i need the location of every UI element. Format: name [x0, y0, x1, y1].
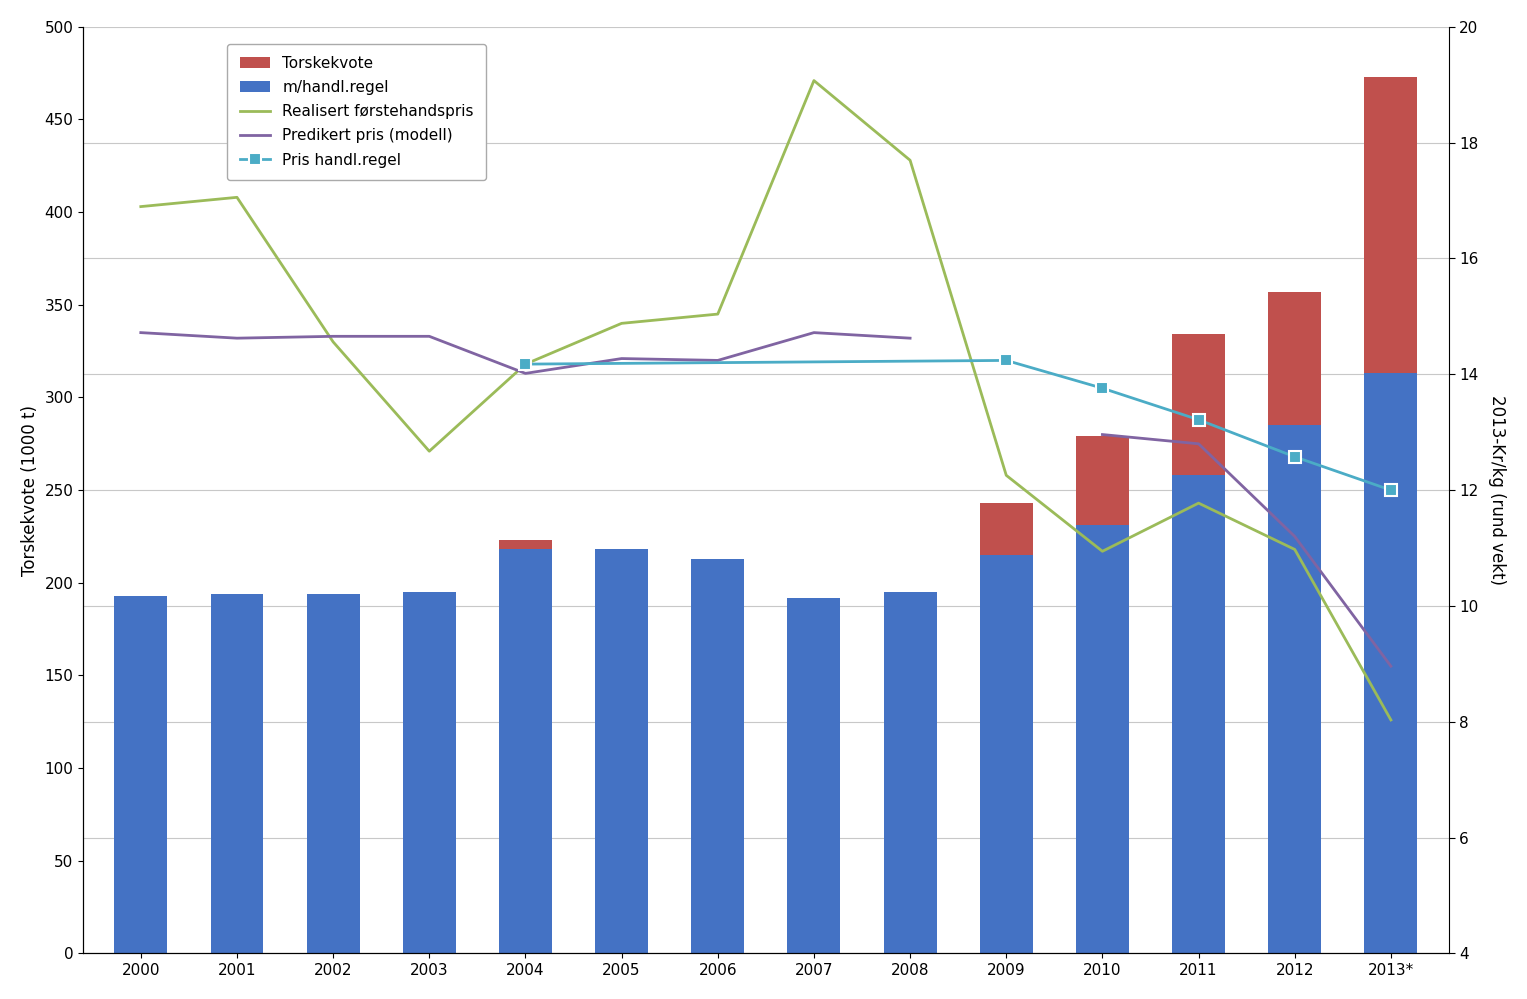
Y-axis label: Torskekvote (1000 t): Torskekvote (1000 t)	[21, 405, 38, 575]
Pris handl.regel	[1093, 383, 1112, 395]
Line: Predikert pris (modell): Predikert pris (modell)	[140, 333, 910, 374]
Predikert pris (modell)	[612, 353, 631, 365]
Bar	[980, 503, 1032, 555]
Realisert førstehandspris	[516, 358, 534, 370]
Realisert førstehandspris	[1190, 498, 1208, 509]
Predikert pris (modell)	[516, 368, 534, 380]
Bar	[307, 594, 359, 953]
Realisert førstehandspris	[420, 446, 438, 458]
Predikert pris (modell)	[324, 331, 342, 343]
Y-axis label: 2013-Kr/kg (rund vekt): 2013-Kr/kg (rund vekt)	[1489, 396, 1506, 585]
Bar	[499, 549, 551, 953]
Bar	[980, 555, 1032, 953]
Bar	[211, 594, 264, 953]
Predikert pris (modell)	[420, 331, 438, 343]
Predikert pris (modell)	[709, 355, 727, 367]
Bar	[596, 549, 647, 953]
Bar	[1269, 426, 1321, 953]
Pris handl.regel	[516, 358, 534, 370]
Realisert førstehandspris	[228, 192, 246, 204]
Bar	[499, 540, 551, 549]
Bar	[1173, 335, 1225, 476]
Bar	[1365, 374, 1417, 953]
Line: Realisert førstehandspris: Realisert førstehandspris	[140, 81, 1391, 720]
Realisert førstehandspris	[131, 201, 150, 213]
Pris handl.regel	[1286, 451, 1304, 463]
Realisert førstehandspris	[1382, 714, 1400, 726]
Line: Pris handl.regel: Pris handl.regel	[519, 355, 1397, 496]
Pris handl.regel	[1190, 414, 1208, 426]
Bar	[1077, 437, 1128, 525]
Bar	[884, 592, 936, 953]
Predikert pris (modell)	[228, 333, 246, 345]
Bar	[1365, 77, 1417, 374]
Bar	[1077, 525, 1128, 953]
Realisert førstehandspris	[324, 336, 342, 348]
Realisert førstehandspris	[1286, 543, 1304, 555]
Pris handl.regel	[1382, 485, 1400, 497]
Bar	[788, 597, 840, 953]
Bar	[692, 558, 744, 953]
Realisert førstehandspris	[805, 75, 823, 87]
Realisert førstehandspris	[997, 470, 1015, 482]
Realisert førstehandspris	[1093, 545, 1112, 557]
Predikert pris (modell)	[131, 327, 150, 339]
Predikert pris (modell)	[901, 333, 919, 345]
Realisert førstehandspris	[709, 308, 727, 320]
Realisert førstehandspris	[612, 318, 631, 330]
Legend: Torskekvote, m/handl.regel, Realisert førstehandspris, Predikert pris (modell), : Torskekvote, m/handl.regel, Realisert fø…	[228, 44, 486, 180]
Predikert pris (modell)	[805, 327, 823, 339]
Realisert førstehandspris	[901, 154, 919, 166]
Pris handl.regel	[997, 355, 1015, 367]
Bar	[1269, 292, 1321, 426]
Bar	[1173, 476, 1225, 953]
Bar	[403, 592, 455, 953]
Bar	[115, 595, 168, 953]
